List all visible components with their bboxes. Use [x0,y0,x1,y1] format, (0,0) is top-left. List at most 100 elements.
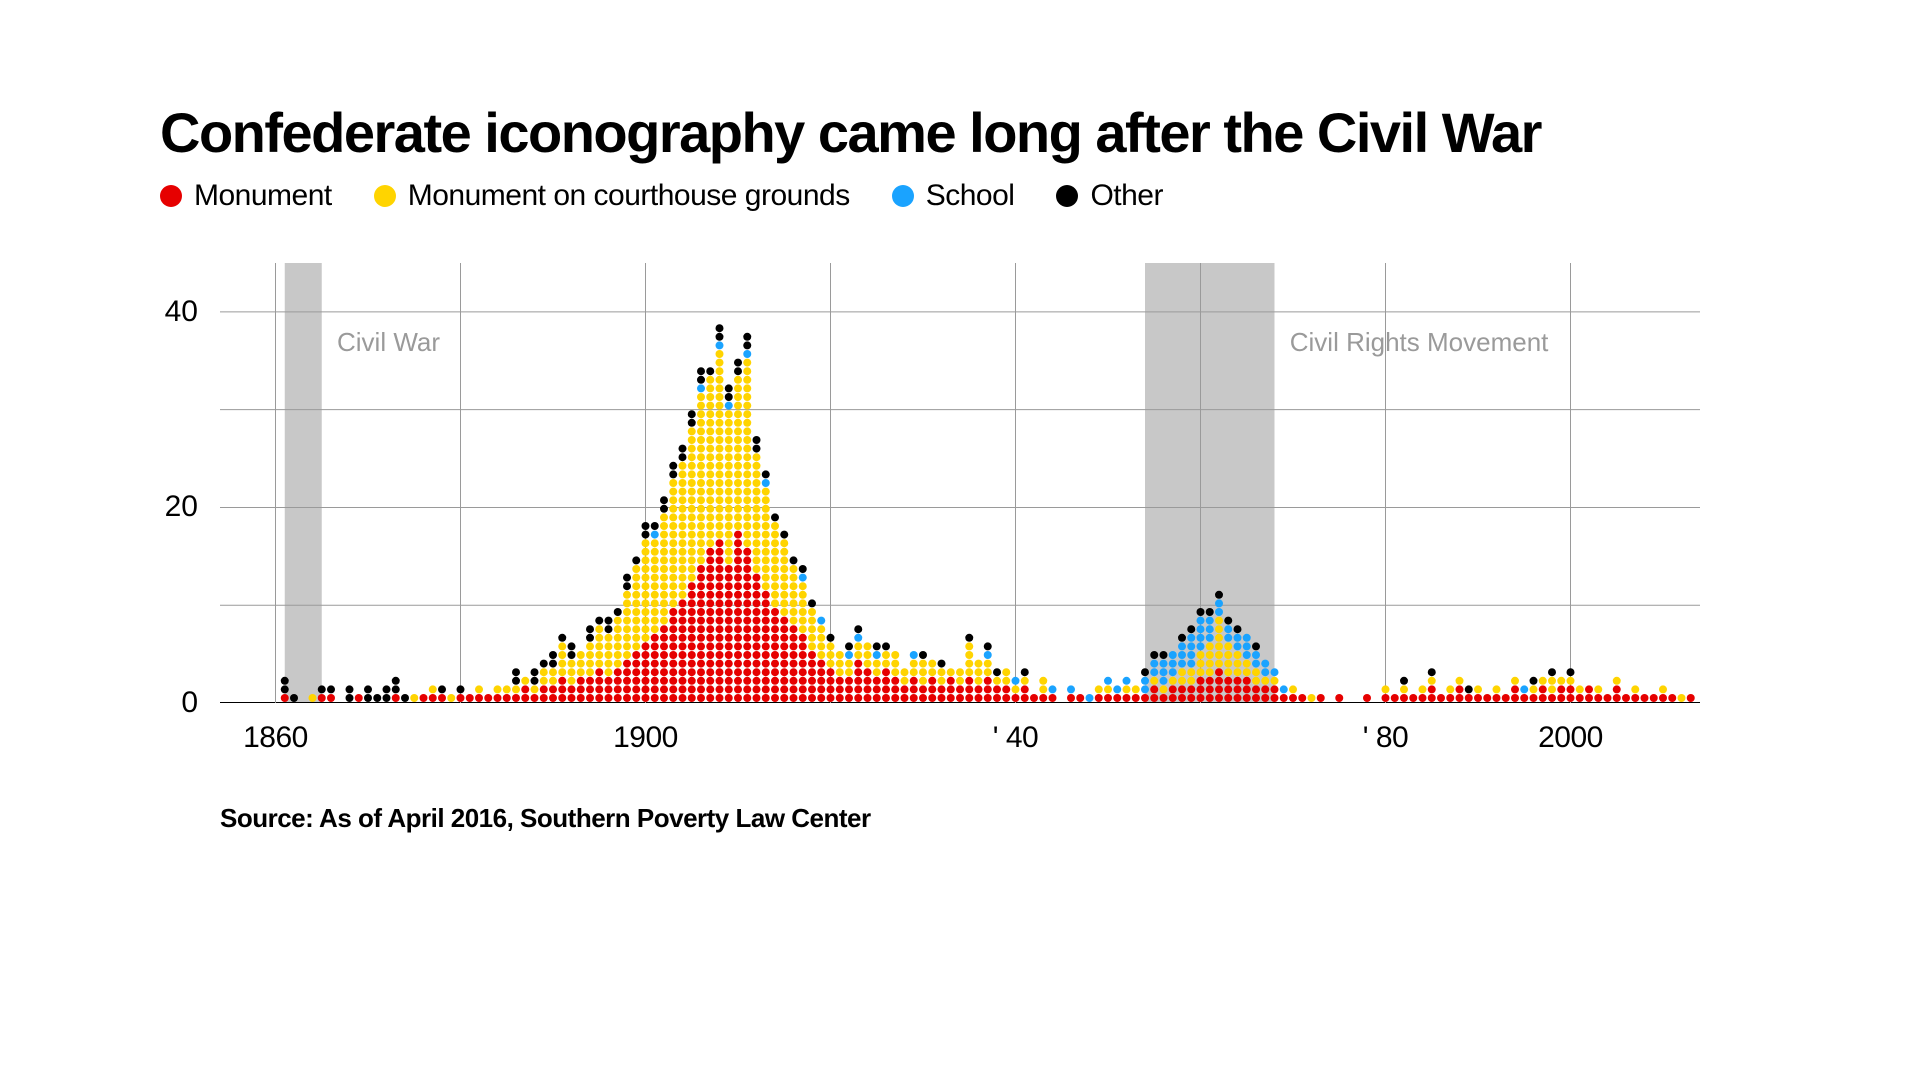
data-dot [429,694,437,702]
data-dot [725,642,733,650]
data-dot [1530,694,1538,702]
data-dot [1567,668,1575,676]
data-dot [1206,651,1214,659]
data-dot [1687,694,1695,702]
data-dot [790,694,798,702]
data-dot [1132,685,1140,693]
data-dot [679,574,687,582]
data-dot [614,677,622,685]
data-dot [1446,685,1454,693]
data-dot [1252,685,1260,693]
data-dot [762,694,770,702]
data-dot [1261,685,1269,693]
data-dot [799,668,807,676]
data-dot [1280,694,1288,702]
data-dot [1067,685,1075,693]
data-dot [632,660,640,668]
data-dot [965,677,973,685]
data-dot [706,445,714,453]
data-dot [799,660,807,668]
data-dot [706,539,714,547]
data-dot [1187,651,1195,659]
data-dot [706,556,714,564]
data-dot [1234,677,1242,685]
data-dot [780,625,788,633]
data-dot [743,479,751,487]
data-dot [1187,660,1195,668]
data-dot [1206,625,1214,633]
data-dot [540,677,548,685]
data-dot [743,445,751,453]
data-dot [716,513,724,521]
data-dot [679,625,687,633]
data-dot [901,694,909,702]
data-dot [762,488,770,496]
data-dot [827,660,835,668]
data-dot [688,634,696,642]
data-dot [1243,634,1251,642]
data-dot [771,548,779,556]
data-dot [632,694,640,702]
data-dot [1224,668,1232,676]
data-dot [1289,694,1297,702]
data-dot [706,522,714,530]
data-dot [1169,660,1177,668]
data-dot [780,668,788,676]
data-dot [605,617,613,625]
data-dot [706,617,714,625]
data-dot [928,694,936,702]
data-dot [660,677,668,685]
data-dot [734,488,742,496]
data-dot [1465,694,1473,702]
data-dot [873,668,881,676]
data-dot [965,668,973,676]
data-dot [660,531,668,539]
data-dot [984,642,992,650]
data-dot [1271,685,1279,693]
data-dot [938,694,946,702]
data-dot [762,617,770,625]
data-dot [780,599,788,607]
data-dot [743,410,751,418]
data-dot [725,651,733,659]
data-dot [660,651,668,659]
data-dot [993,685,1001,693]
data-dot [706,582,714,590]
data-dot [595,685,603,693]
data-dot [808,677,816,685]
data-dot [1428,685,1436,693]
data-dot [1197,634,1205,642]
data-dot [697,685,705,693]
data-dot [614,651,622,659]
data-dot [1206,668,1214,676]
data-dot [697,625,705,633]
data-dot [688,565,696,573]
data-dot [975,685,983,693]
data-dot [947,677,955,685]
data-dot [1668,694,1676,702]
data-dot [373,694,381,702]
data-dot [679,531,687,539]
data-dot [595,642,603,650]
data-dot [799,634,807,642]
data-dot [1493,694,1501,702]
data-dot [1197,685,1205,693]
data-dot [669,548,677,556]
data-dot [660,685,668,693]
data-dot [762,608,770,616]
data-dot [771,694,779,702]
data-dot [1252,660,1260,668]
data-dot [660,522,668,530]
data-dot [688,462,696,470]
data-dot [1511,694,1519,702]
data-dot [993,677,1001,685]
data-dot [1539,685,1547,693]
data-dot [790,574,798,582]
data-dot [1160,651,1168,659]
data-dot [1631,694,1639,702]
data-dot [947,694,955,702]
data-dot [854,642,862,650]
data-dot [743,582,751,590]
data-dot [383,694,391,702]
data-dot [614,617,622,625]
